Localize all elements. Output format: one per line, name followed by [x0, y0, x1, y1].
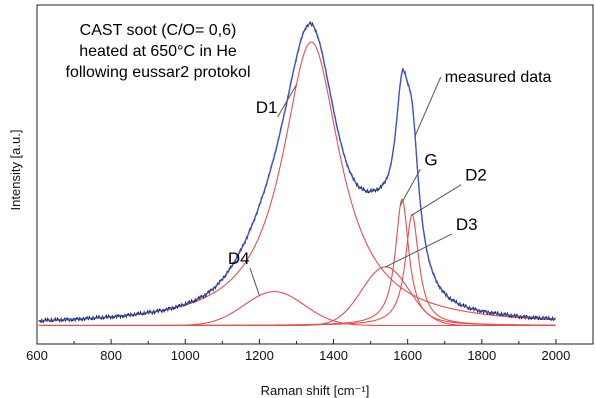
annotation-labels: measured data D1 G D2 D3 D4 [228, 69, 552, 268]
component-d4-curve [38, 291, 556, 327]
leader-line-d4 [249, 267, 260, 296]
x-tick-label: 2000 [541, 348, 570, 363]
label-measured: measured data [445, 69, 552, 86]
leader-line-d3 [385, 233, 453, 268]
annotation-leaders [249, 76, 462, 296]
sample-line-3: following eussar2 protokol [66, 64, 251, 81]
leader-line-d2 [411, 184, 462, 216]
label-d3: D3 [456, 215, 478, 234]
label-g: G [424, 150, 437, 169]
x-axis-ticks: 600 800 1000 1200 1400 1600 1800 2000 [26, 339, 570, 363]
component-g-curve [38, 198, 556, 326]
y-axis-title: Intensity [a.u.] [8, 130, 23, 211]
plot-frame [36, 4, 594, 345]
leader-line-g [399, 169, 421, 206]
x-tick-label: 1600 [393, 348, 422, 363]
leader-line-d1 [277, 84, 297, 118]
x-tick-label: 1000 [171, 348, 200, 363]
x-tick-label: 600 [26, 348, 48, 363]
x-tick-label: 1400 [319, 348, 348, 363]
label-d2: D2 [465, 166, 487, 185]
sample-line-2: heated at 650°C in He [79, 43, 237, 60]
x-axis-title: Raman shift [cm⁻¹] [261, 383, 370, 398]
x-tick-label: 1200 [245, 348, 274, 363]
curves-group [38, 20, 556, 327]
fit-curve [38, 23, 556, 322]
x-tick-label: 800 [100, 348, 122, 363]
x-tick-label: 1800 [467, 348, 496, 363]
component-d2-curve [38, 214, 556, 327]
leader-line-measured [414, 76, 442, 137]
sample-line-1: CAST soot (C/O= 0,6) [80, 22, 237, 39]
label-d1: D1 [256, 98, 278, 117]
label-d4: D4 [228, 249, 250, 268]
